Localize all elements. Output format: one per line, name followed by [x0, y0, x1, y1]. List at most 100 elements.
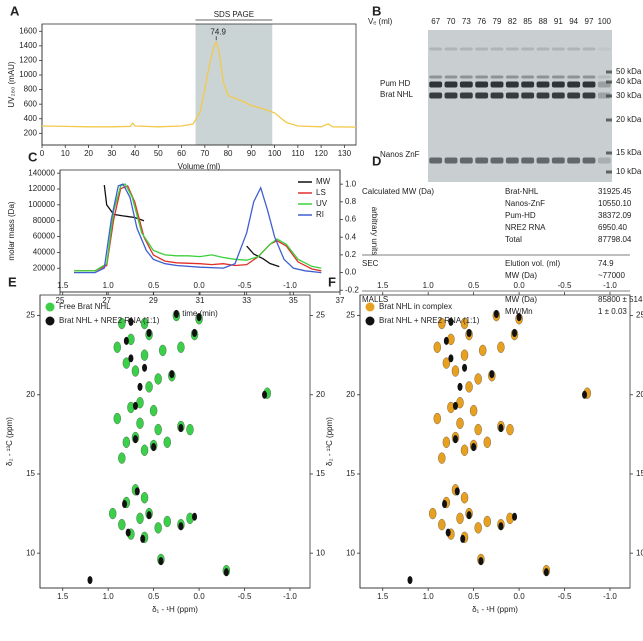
x-tick-label: 35 — [289, 296, 298, 305]
peak — [128, 354, 134, 363]
peak — [471, 443, 477, 452]
x-tick-label: 0.5 — [148, 592, 160, 601]
row-key: MW/Mn — [505, 307, 533, 316]
peak — [478, 557, 484, 566]
peak — [454, 487, 460, 496]
peak — [140, 317, 149, 330]
band — [521, 157, 535, 164]
row-value: 6950.40 — [598, 223, 627, 232]
lane-label: 100 — [598, 17, 612, 26]
marker-band — [606, 170, 612, 174]
band — [505, 47, 519, 51]
panel-label: E — [8, 274, 17, 289]
y-axis-label: molar mass (Da) — [7, 201, 16, 260]
y-tick-label: 600 — [24, 99, 38, 108]
y-tick-label: 20000 — [33, 263, 56, 272]
peak — [131, 365, 140, 377]
y2-tick-label: 0.4 — [345, 232, 357, 241]
lane-label: 70 — [447, 17, 456, 26]
y-tick-label-right: 15 — [316, 469, 325, 478]
peak — [158, 557, 164, 566]
peak — [154, 373, 162, 385]
peak — [442, 436, 451, 448]
band — [444, 47, 458, 51]
x-axis-label: δ₁ - ¹H (ppm) — [472, 605, 518, 614]
x-axis-label: Volume (ml) — [178, 162, 221, 171]
peak — [146, 511, 152, 520]
row-key: Elution vol. (ml) — [505, 259, 560, 268]
y-tick-label: 100000 — [28, 200, 55, 209]
band — [521, 81, 535, 88]
band — [582, 81, 596, 88]
marker-label: 15 kDa — [616, 148, 642, 157]
band — [490, 92, 504, 99]
lane-label: 82 — [508, 17, 517, 26]
peak — [146, 329, 152, 338]
peak-label: 74.9 — [210, 27, 226, 36]
row-value: 38372.09 — [598, 211, 632, 220]
row-key: Brat-NHL — [505, 187, 539, 196]
x-tick-label: 25 — [56, 296, 65, 305]
series-line — [103, 185, 280, 268]
peak — [196, 313, 202, 322]
peak — [262, 390, 268, 399]
peak — [407, 576, 413, 585]
peak — [151, 443, 157, 452]
y-tick-label: 25 — [346, 311, 355, 320]
peak — [163, 436, 171, 448]
band — [551, 75, 565, 79]
x-tick-label-top: -0.5 — [558, 281, 572, 290]
peak — [466, 511, 472, 520]
legend-label: Brat NHL + NRE2 RNA (1:1) — [59, 316, 160, 325]
x-tick-label: 30 — [107, 149, 116, 158]
band — [536, 47, 550, 51]
peak — [474, 373, 482, 385]
y-tick-label-right: 20 — [316, 390, 325, 399]
y-tick-label: 400 — [24, 114, 38, 123]
marker-band — [606, 118, 612, 122]
y-tick-label: 1400 — [19, 41, 37, 50]
peak — [438, 317, 446, 330]
section-title: SEC — [362, 259, 379, 268]
peak — [438, 518, 446, 531]
lane-label: 85 — [523, 17, 532, 26]
peak — [113, 341, 121, 353]
peak — [460, 492, 469, 504]
band — [459, 75, 473, 79]
band-label: Brat NHL — [380, 90, 413, 99]
band — [597, 75, 611, 79]
band — [551, 157, 565, 164]
lane-label: 73 — [462, 17, 471, 26]
peak — [140, 492, 149, 504]
peak — [109, 507, 117, 520]
marker-band — [606, 94, 612, 98]
band — [536, 157, 550, 164]
peak — [128, 317, 134, 326]
x-tick-label: 40 — [131, 149, 140, 158]
y-axis-label: δ₂ - ¹³C (ppm) — [5, 417, 14, 466]
peak — [163, 515, 171, 528]
peak — [512, 512, 518, 521]
peak — [154, 423, 162, 436]
peak — [159, 344, 167, 357]
y-tick-label: 1200 — [19, 56, 37, 65]
peak — [442, 357, 451, 369]
band-label: Nanos ZnF — [380, 150, 420, 159]
lane-label: 91 — [554, 17, 563, 26]
peak — [137, 382, 143, 391]
peak — [474, 423, 482, 436]
peak — [118, 317, 126, 330]
x-tick-label: -1.0 — [283, 592, 297, 601]
band — [475, 75, 489, 79]
row-value: 74.9 — [598, 259, 614, 268]
panel-label: C — [28, 149, 38, 164]
marker-label: 10 kDa — [616, 167, 642, 176]
band — [551, 81, 565, 88]
band — [490, 47, 504, 51]
band — [551, 92, 565, 99]
band — [582, 92, 596, 99]
legend-label: Brat NHL + NRE2 RNA (1:1) — [379, 316, 480, 325]
legend-label: MW — [316, 177, 331, 186]
band — [444, 75, 458, 79]
row-value: 10550.10 — [598, 199, 632, 208]
